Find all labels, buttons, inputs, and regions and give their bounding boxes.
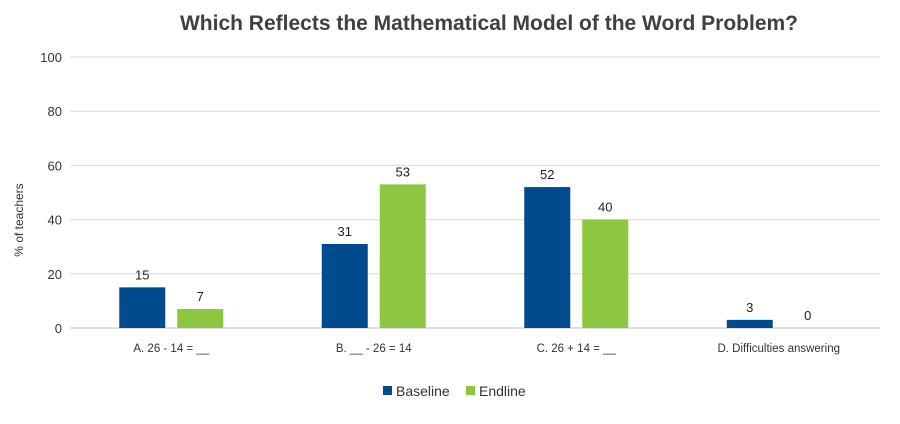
legend-label-baseline: Baseline (396, 383, 450, 399)
chart-title: Which Reflects the Mathematical Model of… (180, 12, 798, 35)
bar-baseline-3 (726, 319, 773, 328)
category-label: D. Difficulties answering (717, 343, 840, 355)
category-label: B. __ - 26 = 14 (336, 343, 412, 355)
y-tick-label: 80 (48, 104, 62, 119)
data-label: 7 (197, 289, 204, 304)
bar-endline-1 (379, 184, 426, 328)
y-tick-label: 20 (48, 267, 62, 282)
x-axis-categories: A. 26 - 14 = __ B. __ - 26 = 14 C. 26 + 14… (133, 343, 840, 355)
bar-endline-2 (582, 219, 629, 328)
legend: Baseline Endline (383, 383, 526, 399)
category-label: A. 26 - 14 = __ (133, 343, 209, 355)
bars: 15 7 31 53 52 40 3 0 (119, 164, 811, 328)
data-label: 40 (598, 200, 612, 215)
data-label: 31 (338, 224, 352, 239)
y-tick-label: 100 (40, 50, 62, 65)
legend-swatch-endline (466, 386, 475, 395)
y-tick-label: 60 (48, 158, 62, 173)
bar-endline-0 (177, 309, 224, 328)
data-label: 15 (135, 267, 149, 282)
gridlines (70, 56, 880, 329)
legend-swatch-baseline (383, 386, 392, 395)
data-label: 3 (746, 300, 753, 315)
data-label: 0 (804, 308, 811, 323)
bar-baseline-2 (524, 187, 571, 328)
y-axis-ticks: 0 20 40 60 80 100 (40, 50, 62, 336)
y-tick-label: 0 (55, 321, 62, 336)
y-axis-label: % of teachers (12, 183, 26, 256)
y-tick-label: 40 (48, 213, 62, 228)
data-label: 53 (396, 164, 410, 179)
legend-label-endline: Endline (479, 383, 526, 399)
bar-baseline-1 (321, 243, 368, 328)
category-label: C. 26 + 14 = __ (537, 343, 617, 355)
bar-baseline-0 (119, 287, 166, 328)
data-label: 52 (540, 167, 554, 182)
